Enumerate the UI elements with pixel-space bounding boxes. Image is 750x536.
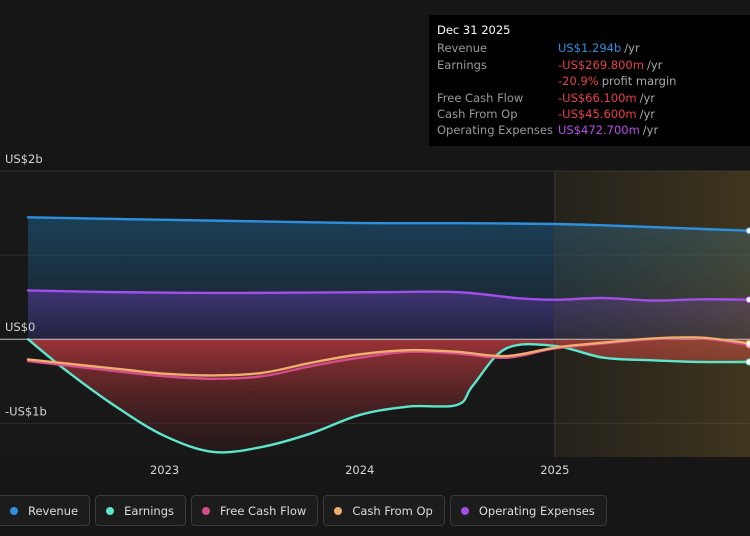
tooltip-row-operating-expenses: Operating Expenses US$472.700m /yr [437, 122, 742, 138]
legend-item-earnings[interactable]: Earnings [95, 495, 186, 526]
revenue-line [26, 216, 750, 232]
tooltip-label [437, 73, 558, 89]
tooltip-label: Operating Expenses [437, 123, 553, 138]
tooltip-value: US$1.294b [558, 41, 622, 56]
legend-dot-icon [106, 506, 115, 515]
tooltip-unit: profit margin [601, 74, 677, 89]
tooltip-value: US$472.700m [558, 123, 640, 138]
forecast-region [554, 171, 750, 457]
x-tick-label: 2024 [345, 463, 374, 477]
tooltip-unit: /yr [624, 41, 640, 56]
tooltip-row-free-cash-flow: Free Cash Flow -US$66.100m /yr [437, 90, 742, 106]
series-end-marker [745, 227, 750, 235]
legend-dot-icon [10, 506, 18, 515]
tooltip-row-cash-from-op: Cash From Op -US$45.600m /yr [437, 106, 742, 122]
legend-item-operating-expenses[interactable]: Operating Expenses [449, 495, 607, 526]
legend-label: Revenue [28, 503, 79, 518]
tooltip: Dec 31 2025 Revenue US$1.294b /yr Earnin… [429, 15, 750, 146]
tooltip-unit: /yr [639, 90, 656, 105]
earnings-line [26, 338, 750, 454]
tooltip-value: -US$45.600m [558, 107, 637, 122]
tooltip-value: -US$66.100m [558, 90, 637, 105]
y-tick-label: -US$1b [5, 404, 47, 418]
operating-expenses-line [26, 289, 750, 302]
series-end-marker [745, 296, 750, 304]
tooltip-row-profit-margin: -20.9% profit margin [437, 73, 742, 89]
cash-from-op-line [26, 336, 750, 377]
legend-label: Operating Expenses [478, 503, 595, 518]
y-tick-label: US$0 [5, 320, 35, 334]
y-tick-label: US$2b [5, 152, 43, 166]
financials-chart: US$2b US$0 -US$1b 2023 2024 2025 [0, 152, 750, 477]
x-tick-label: 2023 [150, 463, 179, 477]
legend-item-cash-from-op[interactable]: Cash From Op [323, 495, 445, 526]
legend-label: Free Cash Flow [220, 503, 307, 518]
legend-dot-icon [460, 506, 469, 515]
legend-item-revenue[interactable]: Revenue [0, 495, 91, 526]
legend: Revenue Earnings Free Cash Flow Cash Fro… [0, 495, 607, 526]
tooltip-unit: /yr [639, 107, 656, 122]
legend-dot-icon [202, 506, 210, 515]
x-tick-label: 2025 [540, 463, 569, 477]
tooltip-row-revenue: Revenue US$1.294b /yr [437, 40, 742, 56]
earnings-area [28, 339, 750, 453]
legend-label: Cash From Op [352, 503, 433, 518]
tooltip-value: -US$269.800m [558, 57, 644, 72]
tooltip-value: -20.9% [558, 74, 599, 89]
series-end-marker [745, 358, 750, 366]
legend-item-free-cash-flow[interactable]: Free Cash Flow [191, 495, 319, 526]
legend-dot-icon [334, 506, 343, 515]
series-end-marker [745, 339, 750, 347]
legend-label: Earnings [124, 503, 174, 518]
tooltip-label: Revenue [437, 41, 488, 56]
tooltip-row-earnings: Earnings -US$269.800m /yr [437, 57, 742, 73]
tooltip-date: Dec 31 2025 [437, 23, 511, 37]
tooltip-label: Cash From Op [437, 107, 518, 122]
tooltip-unit: /yr [642, 123, 659, 138]
tooltip-label: Free Cash Flow [437, 90, 524, 105]
tooltip-label: Earnings [437, 57, 487, 72]
tooltip-unit: /yr [646, 57, 663, 72]
